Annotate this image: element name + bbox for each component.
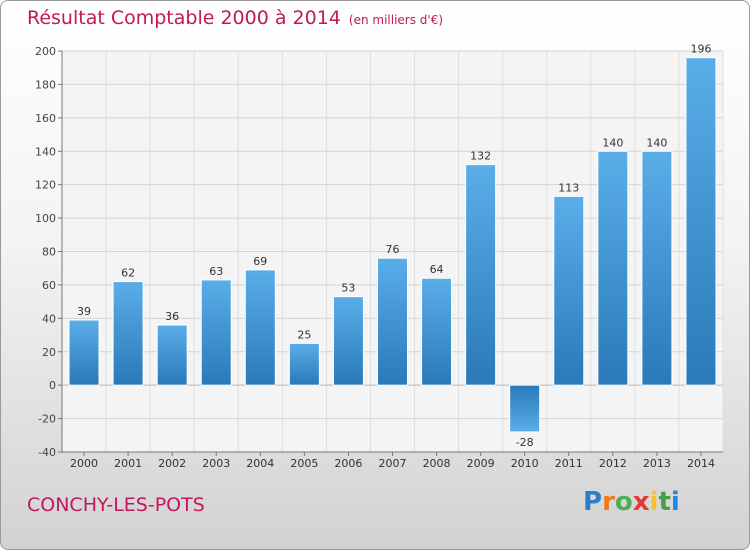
logo-letter: r (602, 487, 615, 517)
logo-letter: i (670, 487, 680, 517)
y-tick-label: 20 (42, 346, 56, 359)
label-layer: 39 62 36 63 69 25 53 76 64 132 -28 113 140 140 196 (77, 43, 711, 449)
data-label-2014: 196 (690, 43, 711, 56)
data-label-2007: 76 (386, 243, 400, 256)
chart-subtitle: (en milliers d'€) (348, 13, 444, 27)
data-label-2002: 36 (165, 310, 179, 323)
bar-2002 (156, 324, 188, 386)
bar-2005 (288, 342, 320, 386)
x-tick-label-2012: 2012 (599, 457, 627, 470)
bar-2014 (685, 57, 717, 386)
x-tick-label-2008: 2008 (423, 457, 451, 470)
x-tick-label-2013: 2013 (643, 457, 671, 470)
y-tick-label: 200 (35, 45, 56, 58)
logo-letter: o (614, 487, 633, 517)
data-label-2006: 53 (341, 282, 355, 295)
data-label-2010: -28 (516, 436, 534, 449)
data-label-2013: 140 (646, 136, 667, 149)
bar-2012 (597, 150, 629, 386)
axis-layer: -40 -20 0 20 40 60 80 100 120 140 160 180 200 2000 200… (35, 45, 723, 470)
logo-letter: i (649, 487, 659, 517)
bar-2004 (244, 269, 276, 386)
x-tick-label-2006: 2006 (334, 457, 362, 470)
y-tick-label: 140 (35, 145, 56, 158)
bar-2010 (509, 384, 541, 433)
x-tick-label-2002: 2002 (158, 457, 186, 470)
data-label-2008: 64 (430, 263, 444, 276)
proxiti-logo: Proxiti (583, 487, 680, 517)
x-tick-label-2005: 2005 (290, 457, 318, 470)
x-tick-label-2010: 2010 (511, 457, 539, 470)
y-tick-label: -20 (38, 413, 56, 426)
y-tick-label: -40 (38, 446, 56, 459)
y-tick-label: 180 (35, 78, 56, 91)
bar-2003 (200, 279, 232, 386)
chart-title: Résultat Comptable 2000 à 2014 (en millie… (27, 7, 443, 29)
x-tick-label-2007: 2007 (379, 457, 407, 470)
data-label-2000: 39 (77, 305, 91, 318)
y-tick-label: 120 (35, 179, 56, 192)
commune-name: CONCHY-LES-POTS (27, 494, 205, 516)
x-tick-label-2014: 2014 (687, 457, 715, 470)
data-label-2003: 63 (209, 265, 223, 278)
bar-2008 (421, 277, 453, 386)
y-tick-label: 60 (42, 279, 56, 292)
y-tick-label: 40 (42, 312, 56, 325)
bar-2013 (641, 150, 673, 386)
logo-letter: t (658, 487, 671, 517)
data-label-2009: 132 (470, 150, 491, 163)
y-tick-label: 80 (42, 246, 56, 259)
bar-2000 (68, 319, 100, 386)
y-tick-label: 160 (35, 112, 56, 125)
bar-2006 (332, 296, 364, 386)
x-tick-label-2004: 2004 (246, 457, 274, 470)
x-tick-label-2009: 2009 (467, 457, 495, 470)
x-tick-label-2001: 2001 (114, 457, 142, 470)
bar-layer (68, 57, 717, 433)
x-tick-label-2011: 2011 (555, 457, 583, 470)
data-label-2011: 113 (558, 181, 579, 194)
bar-2001 (112, 281, 144, 386)
logo-letter: P (583, 487, 603, 517)
bar-2007 (377, 257, 408, 386)
x-tick-label-2000: 2000 (70, 457, 98, 470)
logo-letter: x (632, 487, 650, 517)
data-label-2004: 69 (253, 255, 267, 268)
data-label-2001: 62 (121, 267, 135, 280)
y-tick-label: 0 (49, 379, 56, 392)
title-text: Résultat Comptable 2000 à 2014 (27, 7, 341, 29)
data-label-2005: 25 (297, 328, 311, 341)
y-tick-label: 100 (35, 212, 56, 225)
bar-2011 (553, 195, 585, 386)
bar-2009 (465, 164, 497, 386)
data-label-2012: 140 (602, 136, 623, 149)
x-tick-label-2003: 2003 (202, 457, 230, 470)
